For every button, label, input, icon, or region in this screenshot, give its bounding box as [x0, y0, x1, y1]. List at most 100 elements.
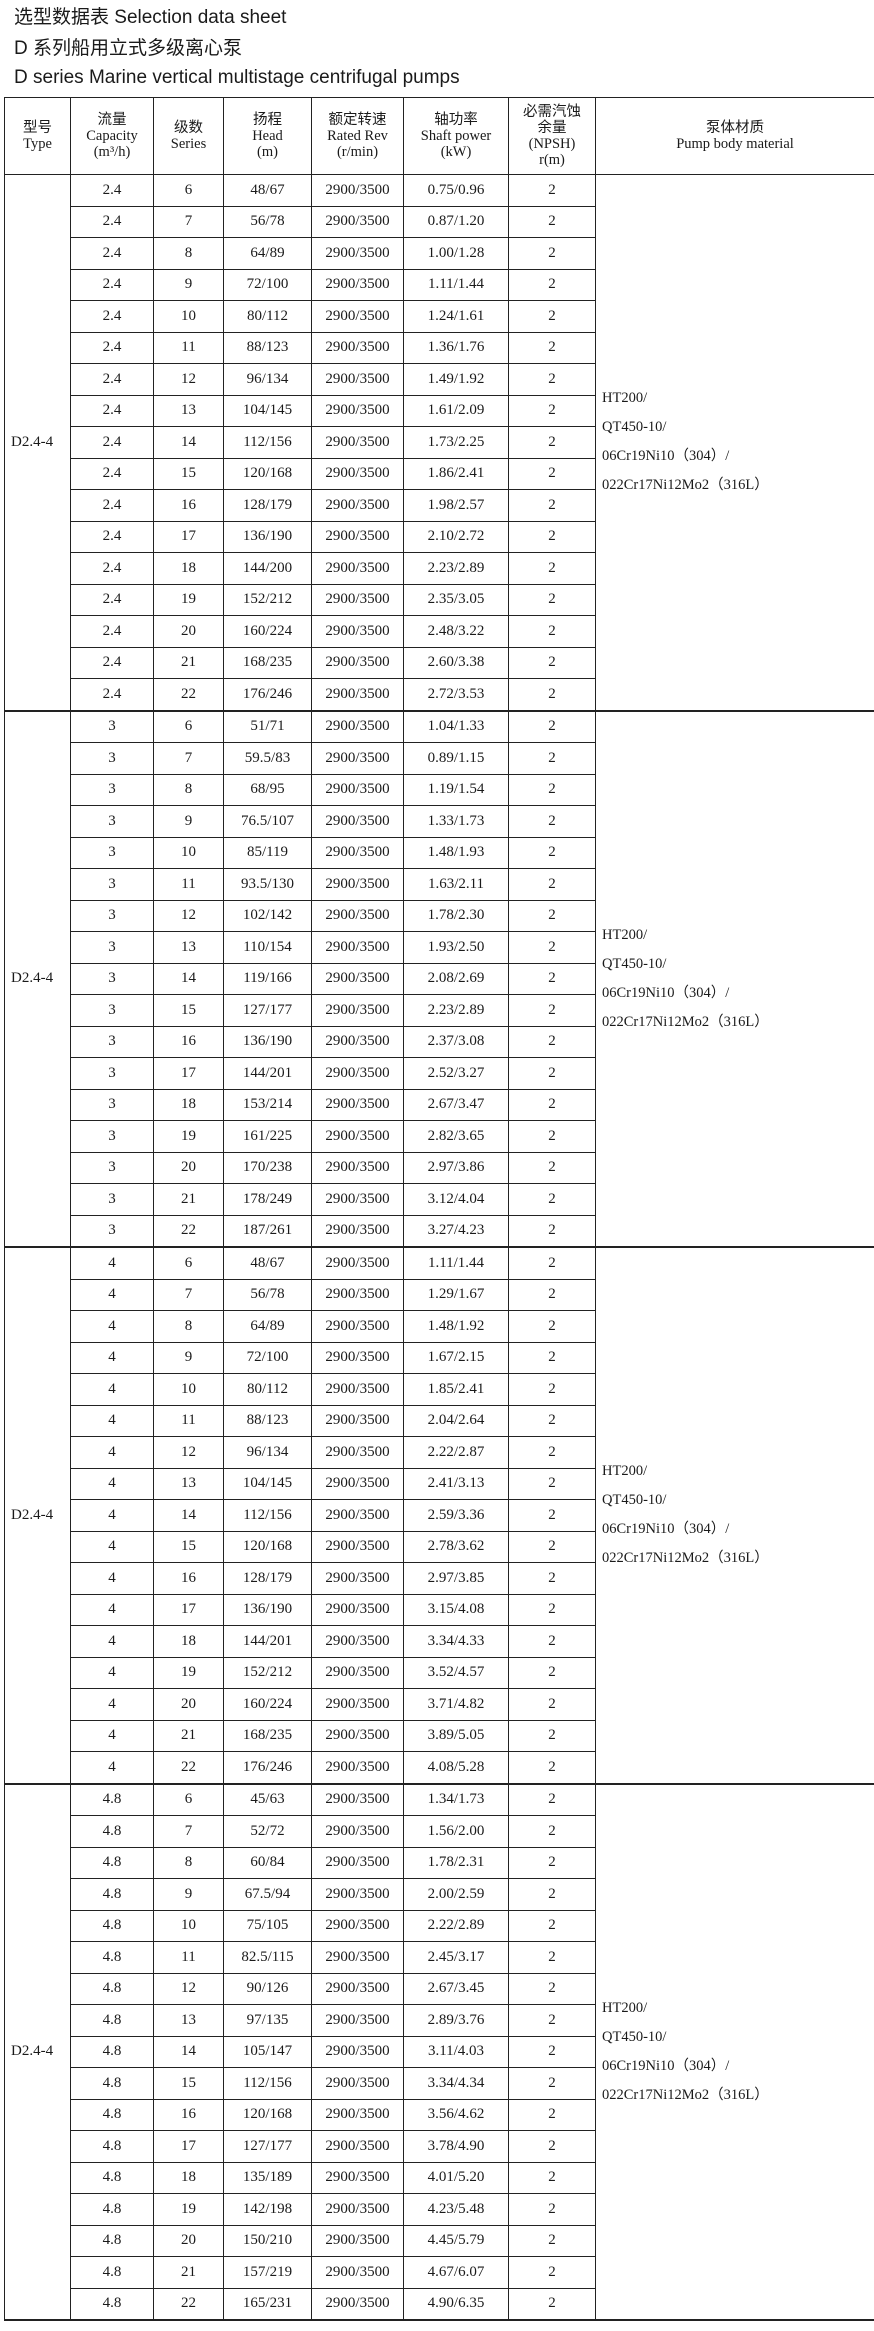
cell-rated-rev: 2900/3500: [311, 1562, 404, 1595]
cell-head: 160/224: [223, 615, 312, 648]
cell-head: 152/212: [223, 1656, 312, 1689]
cell-capacity: 4: [70, 1341, 154, 1374]
cell-capacity: 2.4: [70, 615, 154, 648]
cell-capacity: 4.8: [70, 2130, 154, 2163]
table-row: 4.8 10 75/105 2900/3500 2.22/2.89 2: [5, 1909, 874, 1942]
cell-capacity: 4: [70, 1373, 154, 1406]
cell-pump-body-material: HT200/QT450-10/06Cr19Ni10（304）/ 022Cr17Ni…: [595, 710, 874, 1248]
table-row: 4 8 64/89 2900/3500 1.48/1.92 2: [5, 1310, 874, 1343]
cell-capacity: 4.8: [70, 1783, 154, 1816]
cell-shaft-power: 2.78/3.62: [403, 1530, 509, 1563]
cell-capacity: 3: [70, 1057, 154, 1090]
table-row: 4 10 80/112 2900/3500 1.85/2.41 2: [5, 1373, 874, 1406]
header-line: 泵体材质: [706, 120, 764, 136]
cell-npsh: 2: [508, 1310, 596, 1343]
cell-rated-rev: 2900/3500: [311, 2287, 404, 2321]
header-pump-body-material: 泵体材质 Pump body material: [595, 97, 874, 175]
cell-pump-body-material: HT200/QT450-10/06Cr19Ni10（304）/ 022Cr17Ni…: [595, 1246, 874, 1785]
table-row: 3 16 136/190 2900/3500 2.37/3.08 2: [5, 1025, 874, 1058]
cell-series: 14: [153, 1499, 224, 1532]
cell-rated-rev: 2900/3500: [311, 552, 404, 585]
cell-rated-rev: 2900/3500: [311, 489, 404, 522]
cell-npsh: 2: [508, 1341, 596, 1374]
cell-head: 93.5/130: [223, 868, 312, 901]
cell-shaft-power: 0.87/1.20: [403, 205, 509, 238]
cell-head: 64/89: [223, 237, 312, 270]
cell-npsh: 2: [508, 710, 596, 743]
cell-capacity: 4: [70, 1499, 154, 1532]
cell-series: 17: [153, 2130, 224, 2163]
table-row: 2.4 10 80/112 2900/3500 1.24/1.61 2: [5, 300, 874, 333]
cell-npsh: 2: [508, 457, 596, 490]
cell-head: 144/201: [223, 1625, 312, 1658]
header-line: (kW): [440, 144, 472, 160]
cell-capacity: 4.8: [70, 2224, 154, 2257]
table-row: 4 21 168/235 2900/3500 3.89/5.05 2: [5, 1719, 874, 1752]
cell-series: 15: [153, 1530, 224, 1563]
cell-npsh: 2: [508, 1719, 596, 1752]
cell-series: 17: [153, 1593, 224, 1626]
cell-head: 80/112: [223, 300, 312, 333]
cell-capacity: 3: [70, 1214, 154, 1248]
table-row: 4.8 12 90/126 2900/3500 2.67/3.45 2: [5, 1972, 874, 2005]
material-line: QT450-10/: [602, 1492, 667, 1509]
cell-series: 21: [153, 1719, 224, 1752]
cell-npsh: 2: [508, 1246, 596, 1280]
table-row: 2.4 20 160/224 2900/3500 2.48/3.22 2: [5, 615, 874, 648]
table-row: 3 10 85/119 2900/3500 1.48/1.93 2: [5, 836, 874, 869]
cell-head: 120/168: [223, 2098, 312, 2131]
cell-head: 88/123: [223, 331, 312, 364]
table-row: 4.8 9 67.5/94 2900/3500 2.00/2.59 2: [5, 1878, 874, 1911]
cell-npsh: 2: [508, 1278, 596, 1311]
material-line: HT200/: [602, 926, 648, 943]
cell-rated-rev: 2900/3500: [311, 1151, 404, 1184]
cell-capacity: 3: [70, 1025, 154, 1058]
cell-series: 10: [153, 1909, 224, 1942]
cell-series: 19: [153, 1656, 224, 1689]
cell-shaft-power: 1.34/1.73: [403, 1783, 509, 1816]
cell-shaft-power: 3.56/4.62: [403, 2098, 509, 2131]
cell-npsh: 2: [508, 394, 596, 427]
cell-npsh: 2: [508, 2130, 596, 2163]
cell-rated-rev: 2900/3500: [311, 1972, 404, 2005]
header-series: 级数 Series: [153, 97, 224, 175]
cell-rated-rev: 2900/3500: [311, 2004, 404, 2037]
cell-series: 21: [153, 1183, 224, 1216]
table-row: 3 11 93.5/130 2900/3500 1.63/2.11 2: [5, 868, 874, 901]
cell-npsh: 2: [508, 931, 596, 964]
cell-npsh: 2: [508, 520, 596, 553]
cell-head: 64/89: [223, 1310, 312, 1343]
cell-head: 52/72: [223, 1815, 312, 1848]
cell-rated-rev: 2900/3500: [311, 1467, 404, 1500]
cell-capacity: 4.8: [70, 1878, 154, 1911]
cell-npsh: 2: [508, 1057, 596, 1090]
cell-npsh: 2: [508, 646, 596, 679]
cell-npsh: 2: [508, 1562, 596, 1595]
cell-series: 15: [153, 994, 224, 1027]
selection-data-table: 型号 Type 流量 Capacity (m³/h) 级数 Series 扬程 Head (m) 额…: [4, 97, 874, 2321]
cell-series: 20: [153, 2224, 224, 2257]
cell-shaft-power: 1.11/1.44: [403, 268, 509, 301]
cell-shaft-power: 1.19/1.54: [403, 773, 509, 806]
cell-shaft-power: 1.61/2.09: [403, 394, 509, 427]
material-line: QT450-10/: [602, 955, 667, 972]
table-row: 2.4 21 168/235 2900/3500 2.60/3.38 2: [5, 646, 874, 679]
cell-rated-rev: 2900/3500: [311, 1593, 404, 1626]
header-line: Series: [170, 136, 207, 152]
cell-series: 18: [153, 1625, 224, 1658]
cell-npsh: 2: [508, 678, 596, 712]
table-row: 2.4 16 128/179 2900/3500 1.98/2.57 2: [5, 489, 874, 522]
header-line: Type: [23, 136, 52, 152]
table-row: 4.8 18 135/189 2900/3500 4.01/5.20 2: [5, 2161, 874, 2194]
cell-npsh: 2: [508, 1815, 596, 1848]
cell-head: 102/142: [223, 899, 312, 932]
cell-rated-rev: 2900/3500: [311, 2193, 404, 2226]
material-line: QT450-10/: [602, 2028, 667, 2045]
cell-rated-rev: 2900/3500: [311, 174, 404, 207]
cell-head: 127/177: [223, 2130, 312, 2163]
cell-npsh: 2: [508, 1214, 596, 1248]
cell-pump-body-material: HT200/QT450-10/06Cr19Ni10（304）/ 022Cr17Ni…: [595, 174, 874, 712]
cell-npsh: 2: [508, 2098, 596, 2131]
cell-capacity: 4: [70, 1562, 154, 1595]
cell-rated-rev: 2900/3500: [311, 426, 404, 459]
